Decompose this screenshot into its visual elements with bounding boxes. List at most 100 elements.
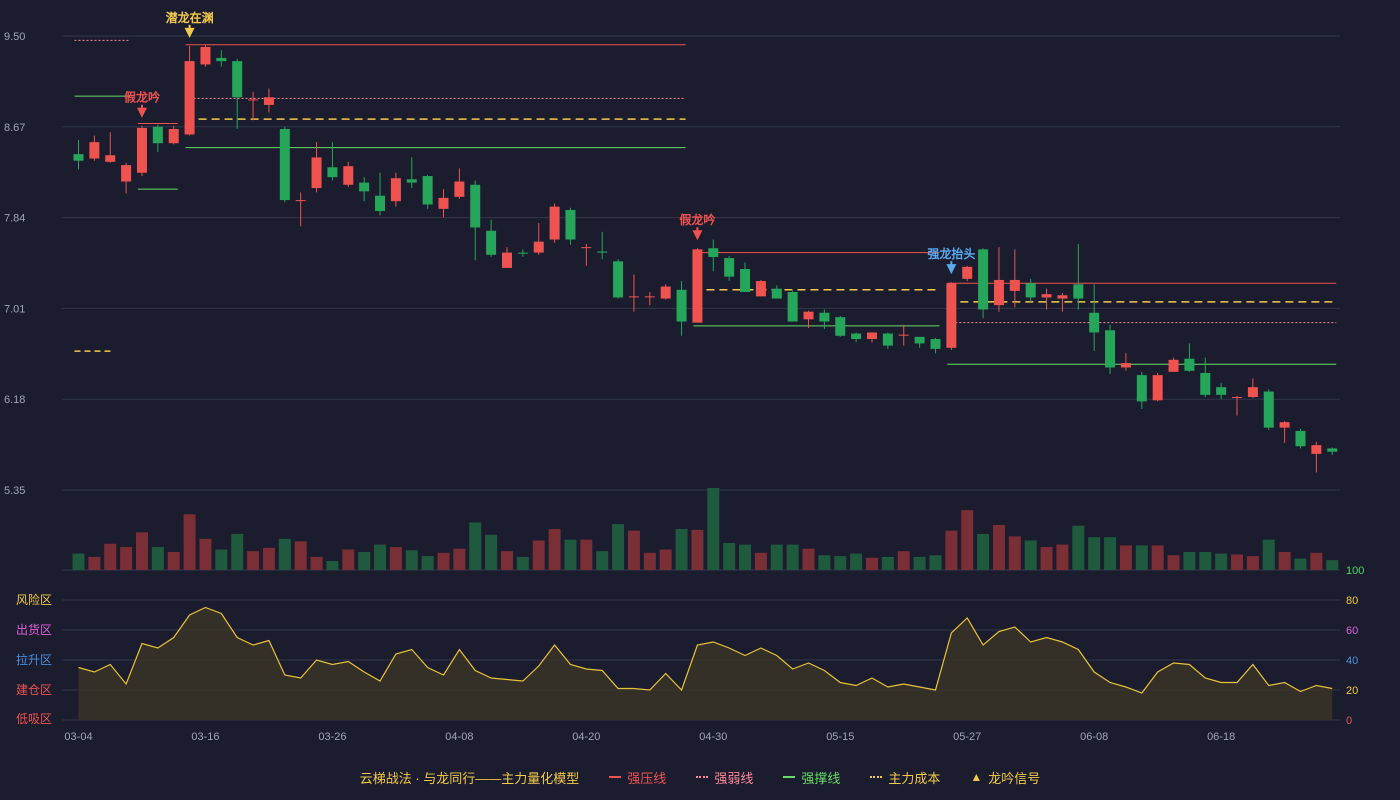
volume-bar (247, 551, 260, 570)
candle-body (1105, 330, 1116, 368)
volume-bar (389, 547, 402, 570)
candle-body (501, 252, 512, 268)
candle-body (993, 279, 1004, 306)
volume-bar (786, 544, 799, 570)
oscillator-tick-label: 0 (1346, 715, 1352, 727)
candle-body (1041, 294, 1052, 298)
support-resistance-lines (74, 39, 1337, 365)
volume-bar (992, 524, 1005, 570)
candle-body (978, 249, 989, 310)
volume-bar (1040, 547, 1053, 570)
date-tick-label: 03-26 (318, 731, 346, 743)
candle-body (486, 230, 497, 255)
candlestick-series (73, 44, 1338, 473)
candle-body (1311, 445, 1322, 454)
candle-body (533, 241, 544, 253)
volume-bar (374, 544, 387, 570)
candle-body (422, 176, 433, 205)
volume-bar (659, 549, 672, 570)
volume-bar (469, 522, 482, 570)
volume-bar (151, 547, 164, 570)
candle-body (787, 291, 798, 322)
volume-bar (183, 514, 196, 570)
candle-body (470, 184, 481, 228)
volume-bar (1119, 545, 1132, 570)
date-tick-label: 03-16 (191, 731, 219, 743)
candle-body (1263, 391, 1274, 428)
candle-body (311, 157, 322, 189)
volume-bar (1024, 540, 1037, 570)
volume-bar (532, 540, 545, 570)
line-swatch-icon (609, 776, 622, 778)
candle-body (1136, 375, 1147, 402)
candle-body (1200, 372, 1211, 395)
volume-bar (1135, 545, 1148, 570)
volume-bars (72, 488, 1339, 570)
date-tick-label: 04-20 (572, 731, 600, 743)
volume-bar (977, 533, 990, 570)
candle-body (835, 317, 846, 336)
price-tick-label: 8.67 (4, 122, 25, 134)
signal-arrow-icon (946, 264, 957, 275)
volume-bar (612, 524, 625, 570)
candle-body (1327, 448, 1338, 452)
date-tick-label: 03-04 (64, 731, 92, 743)
candle-body (152, 126, 163, 144)
line-swatch-icon (783, 776, 796, 778)
zone-label: 风险区 (16, 592, 52, 607)
legend-item-resistance[interactable]: 强压线 (609, 768, 666, 787)
volume-bar (1072, 525, 1085, 570)
legend-item-support[interactable]: 强撑线 (783, 768, 840, 787)
volume-bar (485, 534, 498, 570)
volume-bar (342, 549, 355, 570)
volume-bar (723, 542, 736, 570)
legend-item-signal[interactable]: ▲ 龙吟信号 (970, 770, 1041, 786)
candle-body (1025, 283, 1036, 298)
date-tick-label: 06-18 (1207, 731, 1235, 743)
candle-body (882, 333, 893, 346)
candle-body (1073, 284, 1084, 299)
volume-bar (437, 552, 450, 570)
zone-label: 低吸区 (16, 712, 52, 726)
zone-label: 拉升区 (16, 652, 52, 667)
date-tick-label: 06-08 (1080, 731, 1108, 743)
volume-bar (866, 557, 878, 570)
candle-body (406, 179, 417, 183)
candle-body (819, 312, 830, 322)
candle-body (867, 332, 877, 340)
volume-bar (1199, 551, 1212, 570)
candle-body (438, 197, 449, 209)
volume-bar (1326, 560, 1339, 570)
candle-body (1279, 422, 1290, 428)
candle-body (1089, 312, 1100, 333)
volume-bar (1278, 551, 1291, 570)
candle-body (184, 61, 195, 135)
legend: 云梯战法 · 与龙同行——主力量化模型 强压线 强弱线 强撑线 主力成本 ▲ 龙… (0, 766, 1400, 788)
legend-item-cost[interactable]: 主力成本 (870, 768, 940, 787)
candle-body (1184, 358, 1195, 371)
volume-bar (1056, 544, 1069, 570)
volume-bar (1246, 556, 1259, 570)
dotted-line-swatch-icon (696, 776, 709, 778)
legend-item-strength[interactable]: 强弱线 (696, 768, 753, 787)
volume-bar (516, 556, 529, 570)
signal-label: 假龙吟 (679, 212, 715, 227)
candle-body (898, 334, 909, 336)
candle-body (279, 128, 290, 201)
oscillator-tick-label: 40 (1346, 655, 1358, 667)
date-tick-label: 04-30 (699, 731, 727, 743)
candle-body (359, 182, 370, 192)
signal-label: 潜龙在渊 (166, 10, 214, 25)
volume-bar (135, 532, 148, 570)
oscillator-tick-label: 80 (1346, 595, 1358, 607)
candle-body (454, 181, 465, 197)
volume-bar (1310, 552, 1323, 570)
price-tick-label: 5.35 (4, 485, 25, 497)
oscillator-tick-label: 20 (1346, 685, 1358, 697)
volume-bar (818, 555, 831, 570)
volume-bar (120, 547, 133, 570)
volume-bar (199, 538, 212, 570)
oscillator-tick-label: 100 (1346, 565, 1364, 577)
volume-bar (500, 551, 513, 570)
volume-bar (1215, 553, 1228, 570)
